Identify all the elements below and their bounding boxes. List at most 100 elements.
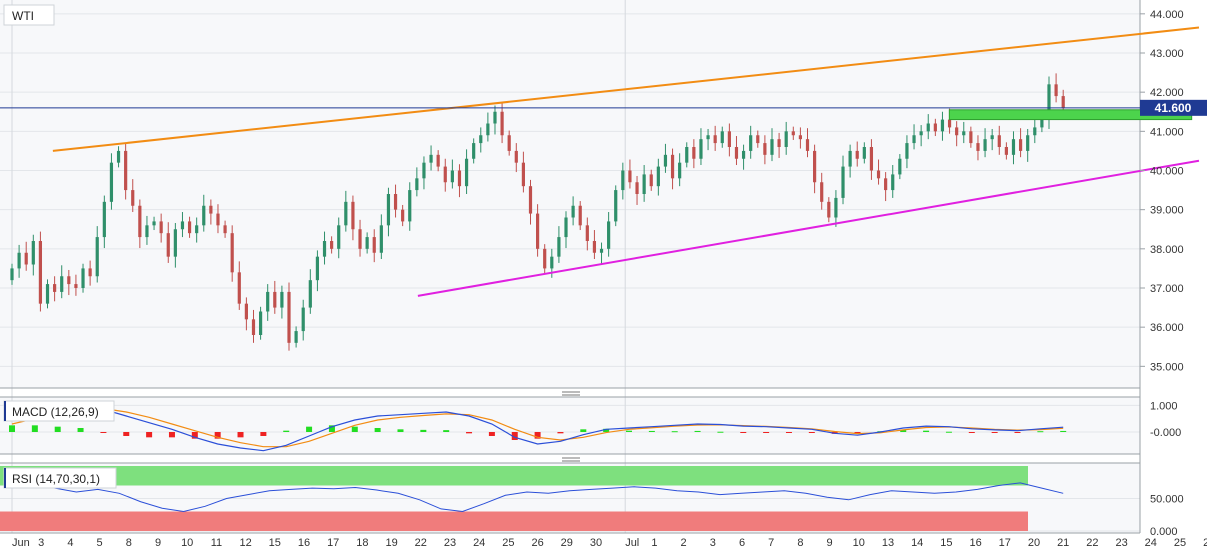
- macd-histogram-bar: [717, 431, 724, 433]
- macd-histogram-bar: [808, 432, 815, 433]
- price-tick-label: 40.000: [1150, 166, 1184, 178]
- candle-body: [699, 139, 703, 159]
- candle-body: [1026, 135, 1030, 151]
- candle-body: [95, 237, 99, 277]
- candle-body: [734, 147, 739, 159]
- candle-body: [216, 213, 220, 226]
- rsi-line: [11, 482, 1064, 513]
- candle-body: [621, 170, 625, 191]
- time-tick-label: 19: [385, 537, 397, 549]
- time-tick-label: 20: [1028, 537, 1040, 549]
- candle-body: [315, 256, 320, 281]
- candle-body: [756, 135, 760, 144]
- price-tick-label: 38.000: [1150, 244, 1184, 256]
- price-tick-label: 37.000: [1150, 283, 1184, 295]
- candle-body: [955, 127, 959, 136]
- macd-panel-resize-handle[interactable]: [562, 391, 580, 396]
- candle-body: [251, 319, 256, 335]
- macd-histogram-bar: [968, 432, 975, 433]
- time-tick-label: 26: [1203, 537, 1207, 549]
- time-tick-label: 22: [1086, 537, 1098, 549]
- time-axis-ticks: Jun 3 4 5 8 9 10 11 12 15 16 17 18 19 22 23 24 25 26 29 30 Ju…: [12, 537, 1207, 549]
- candle-body: [571, 205, 575, 218]
- candle-body: [187, 221, 192, 234]
- time-tick-label: 7: [768, 537, 774, 549]
- candle-body: [202, 205, 206, 226]
- time-tick-label: 10: [853, 537, 865, 549]
- time-tick-label: 15: [269, 537, 281, 549]
- macd-histogram-bar: [648, 430, 655, 432]
- candle-body: [663, 154, 668, 167]
- macd-histogram-bar: [1037, 431, 1044, 433]
- macd-histogram-bar: [945, 431, 952, 433]
- rsi-tick-label: 0.000: [1150, 526, 1178, 538]
- candle-body: [116, 150, 121, 163]
- rsi-panel-resize-handle[interactable]: [562, 457, 580, 462]
- time-tick-label: Jun: [12, 537, 30, 549]
- time-tick-label: 13: [882, 537, 894, 549]
- candle-body: [351, 201, 355, 230]
- candle-body: [258, 311, 263, 335]
- candle-body: [1061, 96, 1065, 108]
- main-panel-bg: [0, 0, 1140, 388]
- macd-histogram-bar: [191, 432, 198, 439]
- rsi-label-badge[interactable]: RSI (14,70,30,1): [3, 467, 117, 489]
- rsi-label: RSI (14,70,30,1): [12, 472, 100, 486]
- macd-histogram-bar: [511, 432, 518, 440]
- candle-body: [855, 150, 859, 159]
- candle-body: [926, 123, 930, 132]
- macd-histogram-bar: [488, 432, 495, 436]
- symbol-badge[interactable]: WTI: [3, 4, 55, 26]
- candle-body: [337, 225, 341, 249]
- candle-body: [358, 229, 362, 249]
- macd-histogram-bar: [328, 425, 335, 432]
- candle-body: [166, 233, 170, 257]
- candle-body: [365, 237, 369, 249]
- candle-body: [244, 303, 248, 320]
- candle-body: [472, 143, 476, 159]
- candle-body: [287, 291, 291, 343]
- candle-body: [408, 190, 412, 222]
- candle-body: [607, 221, 611, 249]
- time-tick-label: 24: [473, 537, 485, 549]
- time-tick-label: 3: [710, 537, 716, 549]
- candle-body: [884, 178, 888, 191]
- symbol-label: WTI: [12, 9, 34, 23]
- price-tick-label: 44.000: [1150, 9, 1184, 21]
- candle-body: [1033, 127, 1037, 136]
- candle-body: [976, 143, 980, 151]
- time-tick-label: 17: [327, 537, 339, 549]
- candle-body: [67, 276, 71, 285]
- candle-body: [1011, 139, 1016, 155]
- candle-body: [273, 291, 277, 308]
- candle-body: [379, 225, 383, 253]
- macd-series: [9, 404, 1067, 452]
- candle-body: [536, 213, 540, 249]
- macd-histogram-bar: [557, 432, 564, 434]
- candle-body: [145, 225, 149, 238]
- candle-body: [713, 135, 717, 144]
- macd-histogram-bar: [900, 430, 907, 432]
- macd-histogram-bar: [54, 426, 61, 432]
- candle-body: [450, 170, 454, 183]
- candle-body: [521, 162, 525, 187]
- candle-body: [649, 174, 653, 187]
- candle-body: [770, 139, 774, 155]
- candle-body: [173, 229, 177, 257]
- candle-body: [550, 256, 554, 269]
- candle-body: [933, 123, 937, 132]
- macd-histogram-bar: [671, 431, 678, 433]
- candle-body: [230, 233, 234, 273]
- candle-body: [528, 186, 533, 214]
- macd-histogram-bar: [763, 432, 770, 433]
- macd-label: MACD (12,26,9): [12, 405, 99, 419]
- macd-signal-line: [11, 407, 1064, 448]
- candle-body: [1004, 147, 1008, 155]
- resistance-trend-line: [52, 26, 1200, 152]
- candle-body: [685, 147, 689, 163]
- candle-body: [919, 131, 923, 136]
- candle-body: [195, 225, 199, 234]
- macd-label-badge[interactable]: MACD (12,26,9): [3, 400, 115, 422]
- candle-body: [266, 291, 270, 312]
- candle-body: [457, 170, 462, 187]
